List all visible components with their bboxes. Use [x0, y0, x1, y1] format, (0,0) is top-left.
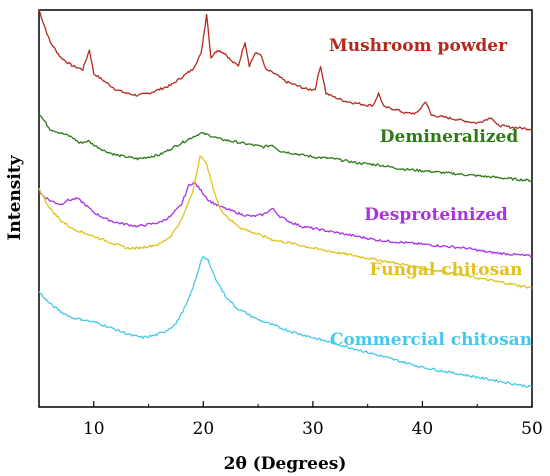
series-label-2: Desproteinized: [364, 205, 508, 225]
series-label-4: Commercial chitosan: [330, 330, 532, 350]
x-tick-label: 50: [521, 419, 543, 439]
series-label-0: Mushroom powder: [329, 36, 508, 56]
x-tick-label: 40: [412, 419, 434, 439]
series-label-3: Fungal chitosan: [369, 260, 522, 280]
x-axis: 10 20 30 40 50: [38, 401, 543, 439]
x-tick-label: 20: [193, 419, 215, 439]
x-tick-label: 30: [302, 419, 324, 439]
plot-frame: [38, 9, 533, 408]
series-line-1: [38, 113, 533, 183]
series-line-4: [38, 256, 533, 388]
x-tick-label: 10: [83, 419, 105, 439]
series-line-3: [38, 155, 533, 289]
x-axis-label: 2θ (Degrees): [224, 454, 347, 474]
y-axis-label: Intensity: [5, 154, 25, 240]
series-line-0: [38, 9, 533, 131]
series-label-1: Demineralized: [380, 127, 519, 147]
series-line-2: [38, 181, 533, 258]
series-labels: Mushroom powder Demineralized Desproteiniz…: [329, 36, 532, 350]
series-layer: [38, 9, 533, 388]
